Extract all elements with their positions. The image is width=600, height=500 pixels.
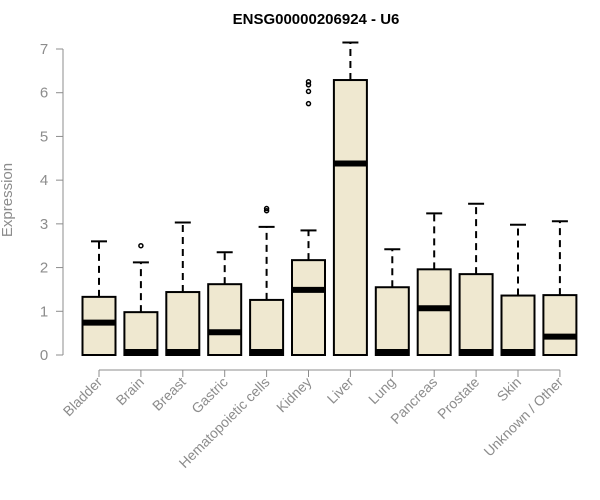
x-tick-label: Lung — [365, 374, 398, 407]
outlier-point — [305, 88, 312, 95]
box-rect — [332, 79, 368, 356]
box-gastric — [207, 251, 243, 357]
x-tick-label: Prostate — [434, 374, 482, 422]
box-rect — [165, 291, 201, 356]
outlier-point — [305, 82, 312, 88]
y-tick-label: 7 — [40, 41, 48, 58]
box-liver — [332, 41, 368, 356]
y-axis: 0 1 2 3 4 5 6 7 — [40, 41, 64, 364]
box-rect — [458, 273, 494, 356]
chart-title: ENSG00000206924 - U6 — [233, 11, 400, 28]
box-bladder — [81, 240, 117, 356]
box-rect — [207, 283, 243, 357]
x-tick-label: Brain — [113, 374, 147, 408]
y-tick-label: 1 — [40, 303, 48, 320]
outlier-point — [305, 79, 312, 85]
x-tick-label: Bladder — [60, 374, 106, 420]
box-rect — [81, 295, 117, 356]
outlier-point — [263, 205, 270, 212]
box-series — [81, 41, 578, 357]
box-rect — [249, 298, 285, 357]
box-rect — [416, 268, 452, 357]
box-prostate — [458, 202, 494, 356]
box-breast — [165, 221, 201, 356]
y-tick-label: 3 — [40, 216, 48, 233]
y-tick-label: 4 — [40, 172, 48, 189]
box-rect — [123, 311, 159, 357]
y-tick-label: 6 — [40, 85, 48, 102]
outlier-point — [263, 207, 270, 214]
x-tick-label: Pancreas — [387, 374, 440, 427]
box-skin — [500, 223, 536, 357]
box-rect — [374, 286, 410, 356]
x-tick-label: Breast — [149, 374, 189, 414]
box-hematopoietic-cells — [249, 205, 285, 357]
box-rect — [500, 294, 536, 357]
x-tick-label: Unknown / Other — [480, 374, 566, 460]
x-tick-label: Skin — [494, 374, 525, 405]
y-tick-label: 0 — [40, 347, 48, 364]
box-brain — [123, 242, 159, 357]
box-kidney — [291, 79, 326, 357]
outlier-point — [305, 100, 312, 107]
box-rect — [542, 294, 578, 356]
box-pancreas — [416, 212, 452, 357]
box-unknown-other — [542, 220, 578, 356]
y-axis-label: Expression — [0, 163, 16, 237]
box-rect — [291, 259, 326, 357]
box-lung — [374, 248, 410, 356]
outlier-point — [138, 242, 144, 249]
x-tick-label: Kidney — [273, 374, 315, 416]
x-tick-label: Liver — [324, 374, 357, 407]
y-tick-label: 5 — [40, 128, 48, 145]
y-tick-label: 2 — [40, 260, 48, 277]
